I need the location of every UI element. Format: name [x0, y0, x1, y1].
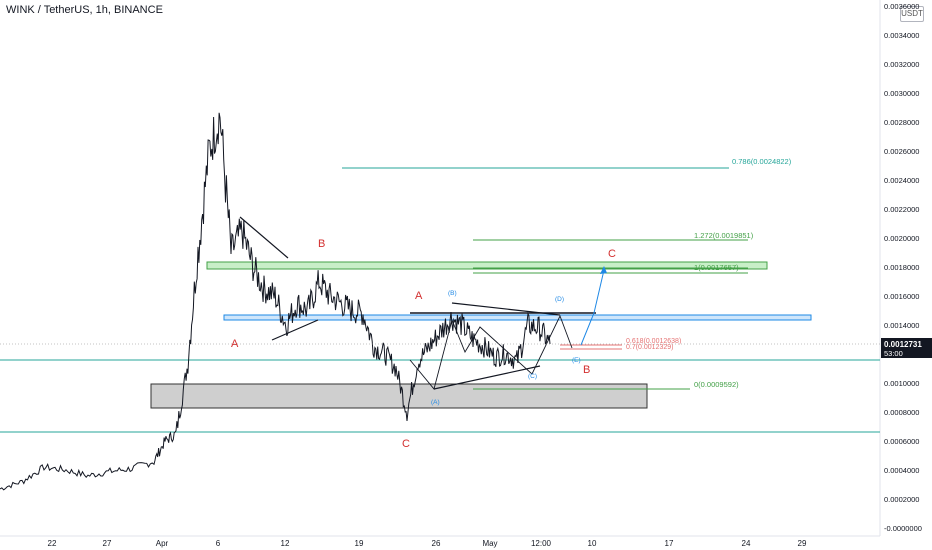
wave-label-minor-E: (E)	[572, 357, 581, 364]
y-tick-label: 0.0010000	[884, 379, 919, 388]
wave-label-minor-D: (D)	[555, 296, 564, 303]
fib-label-07: 0.7(0.0012329)	[626, 344, 673, 351]
y-tick-label: 0.0024000	[884, 176, 919, 185]
y-tick-label: 0.0034000	[884, 31, 919, 40]
fib-label-1272: 1.272(0.0019851)	[694, 231, 754, 240]
y-axis-ticks: 0.0036000 0.0034000 0.0032000 0.0030000 0.00…	[884, 2, 922, 533]
y-tick-label: 0.0022000	[884, 205, 919, 214]
x-axis-ticks: 22 27 Apr 6 12 19 26 May 12:00 10 17 24 29	[48, 539, 807, 548]
projection-arrowhead	[600, 266, 607, 274]
wave-label-minor-A: (A)	[431, 399, 440, 406]
wave-label-A2: A	[415, 290, 423, 302]
x-tick-label: 29	[798, 539, 807, 548]
support-zone	[150, 383, 648, 409]
y-tick-label: -0.0000000	[884, 524, 922, 533]
y-tick-label: 0.0020000	[884, 234, 919, 243]
y-tick-label: 0.0008000	[884, 408, 919, 417]
x-tick-label: 12:00	[531, 539, 552, 548]
wave-label-C1: C	[402, 438, 410, 450]
resistance-zone-blue	[223, 314, 812, 321]
wave-label-B2: B	[583, 364, 590, 376]
triangle-upper	[451, 302, 561, 316]
x-tick-label: 26	[432, 539, 441, 548]
chart-title: WINK / TetherUS, 1h, BINANCE	[6, 4, 163, 16]
y-tick-label: 0.0028000	[884, 118, 919, 127]
wave-label-C2: C	[608, 248, 616, 260]
trendline-1	[239, 216, 289, 259]
y-tick-label: 0.0018000	[884, 263, 919, 272]
wave-label-B1: B	[318, 238, 325, 250]
wave-label-A1: A	[231, 338, 239, 350]
fib-label-0786: 0.786(0.0024822)	[732, 157, 792, 166]
resistance-zone-green	[206, 261, 768, 270]
y-tick-label: 0.0016000	[884, 292, 919, 301]
current-price-value: 0.0012731	[884, 340, 922, 349]
current-price-countdown: 53:00	[884, 349, 903, 358]
x-tick-label: 10	[588, 539, 597, 548]
projection-arrow	[580, 269, 605, 346]
trendline-2	[271, 319, 319, 341]
x-tick-label: May	[482, 539, 497, 548]
x-tick-label: 6	[216, 539, 221, 548]
y-tick-label: 0.0032000	[884, 60, 919, 69]
y-tick-label: 0.0014000	[884, 321, 919, 330]
fib-label-0618: 0.618(0.0012638)	[626, 338, 681, 345]
y-tick-label: 0.0036000	[884, 2, 919, 11]
wave-label-minor-B: (B)	[448, 290, 457, 297]
price-series-line	[0, 112, 551, 491]
x-tick-label: 22	[48, 539, 57, 548]
y-tick-label: 0.0030000	[884, 89, 919, 98]
current-price-badge	[881, 338, 932, 358]
y-tick-label: 0.0006000	[884, 437, 919, 446]
x-tick-label: 12	[281, 539, 290, 548]
y-tick-label: 0.0004000	[884, 466, 919, 475]
currency-badge[interactable]: USDT	[900, 6, 924, 22]
wave-label-minor-C: (C)	[528, 373, 537, 380]
y-tick-label: 0.0026000	[884, 147, 919, 156]
fib-label-0: 0(0.0009592)	[694, 380, 739, 389]
abcde-path	[409, 314, 573, 390]
x-tick-label: 27	[103, 539, 112, 548]
x-tick-label: 19	[355, 539, 364, 548]
y-tick-label: 0.0002000	[884, 495, 919, 504]
x-tick-label: Apr	[156, 539, 169, 548]
x-tick-label: 17	[665, 539, 674, 548]
triangle-lower	[433, 365, 541, 390]
x-tick-label: 24	[742, 539, 751, 548]
fib-label-1: 1(0.0017657)	[694, 263, 739, 272]
